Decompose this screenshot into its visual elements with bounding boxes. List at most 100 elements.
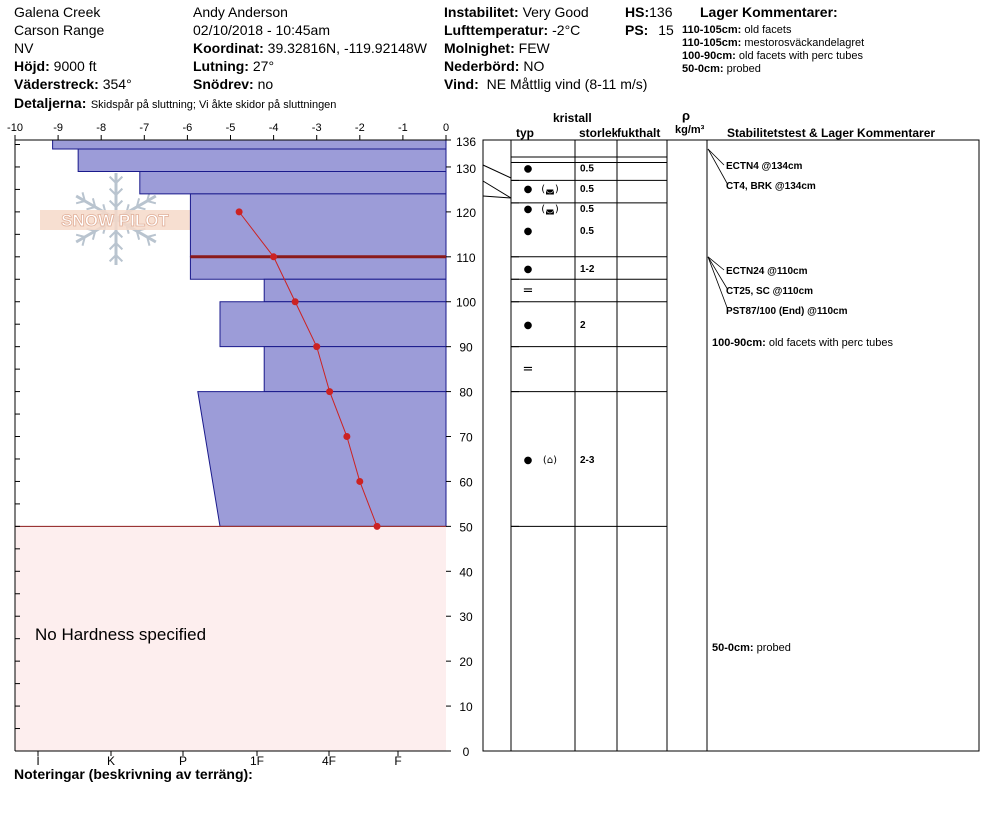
observer: Andy Anderson	[193, 4, 288, 20]
snowflake-branch	[115, 187, 124, 196]
elevation: Höjd: 9000 ft	[14, 58, 96, 74]
logo-text: SNOW PILOT	[61, 211, 169, 230]
temp-tick-label: -5	[226, 122, 236, 134]
hardness-tick-label: I	[36, 754, 39, 768]
snowflake-branch	[115, 254, 124, 263]
logo-banner	[40, 210, 190, 230]
temperature-point	[326, 388, 334, 396]
sky-label: Molnighet:	[444, 40, 515, 56]
temp-tick-label: 0	[443, 122, 449, 134]
temp-tick-label: -8	[96, 122, 106, 134]
snowpilot-logo: SNOW PILOT	[40, 173, 190, 265]
snowflake-branch	[91, 230, 97, 240]
stability-arrow	[707, 256, 729, 291]
no-hardness-text: No Hardness specified	[35, 625, 207, 644]
snowflake-branch	[115, 242, 124, 251]
temp-tick-label: -7	[139, 122, 149, 134]
elevation-label: Höjd:	[14, 58, 50, 74]
elevation-value: 9000 ft	[53, 58, 97, 74]
snowflake-branch	[135, 230, 141, 240]
temp-tick-label: -3	[312, 122, 322, 134]
slope-value: 27°	[252, 58, 275, 74]
location: Galena Creek	[14, 4, 101, 20]
grain-size: 1-2	[580, 264, 595, 275]
grain-size: 0.5	[580, 164, 594, 175]
height-tick-label: 100	[456, 296, 476, 310]
col-storlek: storlek	[579, 126, 617, 140]
stability-test-label: ECTN24 @110cm	[726, 266, 808, 277]
details-label: Detaljerna:	[14, 95, 87, 111]
layer-comments-title: Lager Kommentarer:	[700, 4, 838, 20]
height-tick-label: 80	[459, 386, 473, 400]
coord-label: Koordinat:	[193, 40, 264, 56]
stability: Instabilitet: Very Good	[444, 4, 589, 20]
hs: HS:136	[625, 4, 672, 20]
stability-test-label: CT4, BRK @134cm	[726, 181, 816, 192]
temperature-point	[373, 522, 381, 530]
stability-test-label: CT25, SC @110cm	[726, 286, 813, 297]
col-fukthalt: fukthalt	[617, 126, 661, 140]
layer-comment-text: mestorosväckandelagret	[744, 37, 865, 49]
col-stability: Stabilitetstest & Lager Kommentarer	[727, 126, 936, 140]
coordinates: Koordinat: 39.32816N, -119.92148W	[193, 40, 427, 56]
sky-value: FEW	[518, 40, 550, 56]
layer-comment-range: 110-105cm:	[682, 37, 742, 49]
temp-tick-label: -6	[183, 122, 193, 134]
layer-comment: 110-105cm: mestorosväckandelagret	[682, 37, 864, 50]
wind-loading-value: no	[257, 76, 274, 92]
aspect-label: Väderstreck:	[14, 76, 99, 92]
snowflake-branch	[146, 233, 157, 238]
grain-type-symbol: =	[523, 284, 534, 299]
col-kristall: kristall	[553, 111, 592, 125]
temperature-point	[235, 208, 243, 216]
connector-line	[482, 195, 512, 199]
stability-test-label: ECTN4 @134cm	[726, 161, 803, 172]
hardness-layer	[263, 278, 447, 303]
layer-comment: 50-0cm: probed	[682, 63, 864, 76]
hardness-layer	[189, 193, 447, 258]
snowflake-branch	[81, 192, 86, 202]
hardness-tick-label: P	[179, 754, 187, 768]
layer-comment-text: old facets with perc tubes	[738, 50, 864, 62]
wind-loading-label: Snödrev:	[193, 76, 254, 92]
snowflake-branch	[146, 200, 157, 205]
grain-type-symbol: ●	[524, 226, 533, 237]
temp-tick-label: -9	[53, 122, 63, 134]
temp-tick-label: -2	[355, 122, 365, 134]
ps: PS: 15	[625, 22, 674, 38]
layer-comments-list: 110-105cm: old facets 110-105cm: mestoro…	[682, 24, 864, 76]
temperature-point	[291, 298, 299, 306]
grain-type-symbol: ●	[524, 164, 533, 175]
hardness-layer	[189, 256, 447, 280]
wind-loading: Snödrev: no	[193, 76, 273, 92]
stability-arrow	[707, 256, 729, 311]
snowflake-branch	[136, 206, 146, 211]
temp-tick-label: -1	[398, 122, 408, 134]
grain-type-secondary: (⌂)	[543, 455, 557, 466]
layer-comment: 110-105cm: old facets	[682, 24, 864, 37]
layer-comment: 100-90cm: old facets with perc tubes	[682, 50, 864, 63]
height-tick-label: 20	[459, 655, 473, 669]
hardness-layer	[219, 301, 447, 348]
grain-size: 2-3	[580, 455, 595, 466]
stability-test-label: PST87/100 (End) @110cm	[726, 306, 848, 317]
hardness-layer	[139, 170, 447, 195]
layer-comment-range: 50-0cm:	[682, 63, 724, 75]
air-temp-value: -2°C	[552, 22, 581, 38]
air-temp: Lufttemperatur: -2°C	[444, 22, 580, 38]
temperature-point	[270, 253, 278, 261]
temperature-profile-line	[238, 211, 378, 527]
hardness-tick-label: 4F	[322, 754, 336, 768]
hardness-tick-label: F	[394, 754, 401, 768]
ps-label: PS:	[625, 22, 649, 38]
layer-comment-text: probed	[726, 63, 761, 75]
height-tick-label: 130	[456, 162, 476, 176]
snowflake-branch	[108, 199, 117, 208]
snowflake-branch	[86, 206, 96, 211]
temp-tick-label: -4	[269, 122, 279, 134]
aspect-value: 354°	[102, 76, 132, 92]
details: Detaljerna: Skidspår på sluttning; Vi åk…	[14, 95, 336, 113]
coord-value: 39.32816N, -119.92148W	[267, 40, 427, 56]
hs-value: 136	[649, 4, 673, 20]
